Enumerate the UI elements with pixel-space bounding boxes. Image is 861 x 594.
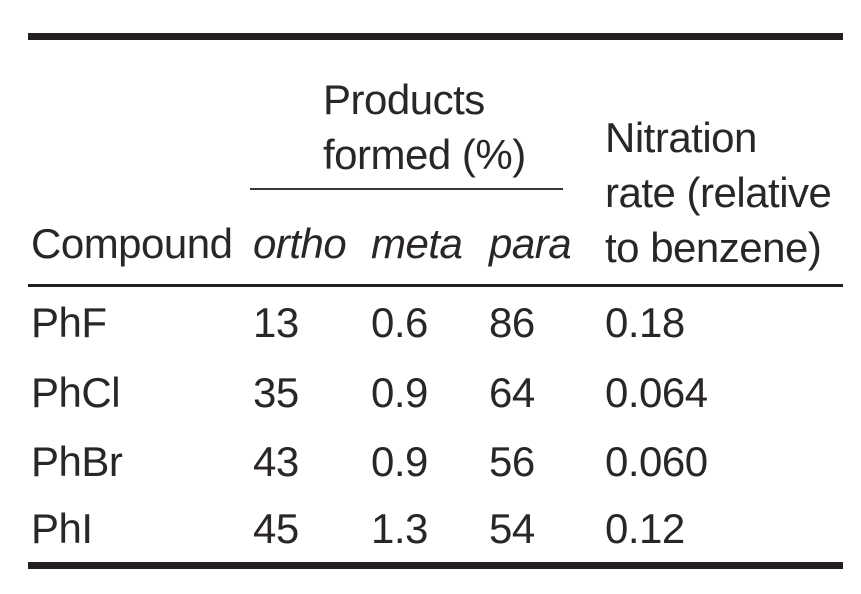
column-header-compound: Compound	[31, 220, 233, 267]
cell-meta: 0.9	[371, 369, 428, 416]
cell-rate: 0.12	[605, 505, 685, 552]
cell-ortho: 13	[253, 299, 299, 346]
table-row: PhI 45 1.3 54 0.12	[0, 505, 861, 555]
cell-rate: 0.064	[605, 369, 708, 416]
cell-para: 54	[489, 505, 535, 552]
products-spanner-header: Products formed (%)	[323, 72, 526, 182]
cell-ortho: 45	[253, 505, 299, 552]
nitration-rate-line-3: to benzene)	[605, 224, 822, 271]
cell-meta: 1.3	[371, 505, 428, 552]
cell-rate: 0.18	[605, 299, 685, 346]
table-row: PhF 13 0.6 86 0.18	[0, 299, 861, 349]
products-spanner-rule	[250, 188, 563, 190]
cell-rate: 0.060	[605, 438, 708, 485]
cell-compound: PhI	[31, 505, 93, 552]
table-row: PhBr 43 0.9 56 0.060	[0, 438, 861, 488]
column-header-meta: meta	[371, 220, 463, 267]
cell-compound: PhCl	[31, 369, 121, 416]
cell-ortho: 43	[253, 438, 299, 485]
products-spanner-line-1: Products	[323, 76, 485, 123]
table-header-rule	[28, 284, 843, 287]
cell-para: 64	[489, 369, 535, 416]
column-header-row: Compound ortho meta para	[0, 220, 861, 270]
cell-meta: 0.9	[371, 438, 428, 485]
products-spanner-line-2: formed (%)	[323, 131, 526, 178]
column-header-ortho: ortho	[253, 220, 347, 267]
cell-para: 86	[489, 299, 535, 346]
cell-para: 56	[489, 438, 535, 485]
cell-meta: 0.6	[371, 299, 428, 346]
table-bottom-rule	[28, 562, 843, 569]
nitration-rate-line-1: Nitration	[605, 114, 757, 161]
cell-compound: PhBr	[31, 438, 123, 485]
column-header-para: para	[489, 220, 572, 267]
cell-ortho: 35	[253, 369, 299, 416]
nitration-rate-column-header: Nitration rate (relative to benzene)	[605, 110, 832, 275]
nitration-rate-line-2: rate (relative	[605, 169, 832, 216]
table-row: PhCl 35 0.9 64 0.064	[0, 369, 861, 419]
table-top-rule	[28, 33, 843, 40]
cell-compound: PhF	[31, 299, 107, 346]
